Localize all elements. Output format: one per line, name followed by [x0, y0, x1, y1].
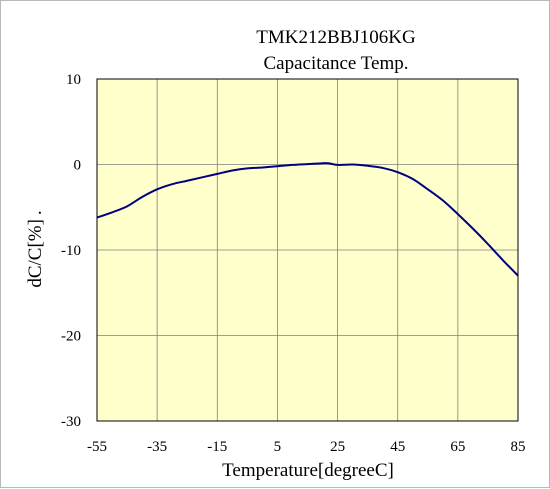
- x-tick-label: 85: [511, 439, 526, 455]
- x-tick-label: -15: [207, 439, 227, 455]
- chart-title: TMK212BBJ106KG: [256, 27, 416, 48]
- y-tick-label: -20: [61, 329, 81, 345]
- x-tick-label: -55: [87, 439, 107, 455]
- plot-border: [96, 78, 519, 422]
- x-tick-label: 65: [450, 439, 465, 455]
- tick-labels: -55 -35 -15 5 25 45 65 85 10 0 -10 -20 -30: [61, 72, 526, 455]
- series-layer: [96, 162, 519, 277]
- x-tick-label: 25: [330, 439, 345, 455]
- y-tick-label: -10: [61, 243, 81, 259]
- x-tick-label: -35: [147, 439, 167, 455]
- grid: [97, 79, 518, 421]
- capacitance-change-line: [96, 162, 519, 277]
- y-tick-label: -30: [61, 414, 81, 430]
- y-axis-label: dC/C[%].: [25, 210, 46, 287]
- x-axis-label: Temperature[degreeC]: [222, 460, 394, 481]
- y-axis-label-text: dC/C[%]: [25, 219, 46, 288]
- chart-subtitle: Capacitance Temp.: [264, 53, 409, 74]
- y-tick-label: 0: [74, 158, 82, 174]
- x-tick-label: 5: [274, 439, 282, 455]
- x-tick-label: 45: [390, 439, 405, 455]
- y-axis-label-suffix: .: [25, 210, 46, 215]
- y-tick-label: 10: [66, 72, 81, 88]
